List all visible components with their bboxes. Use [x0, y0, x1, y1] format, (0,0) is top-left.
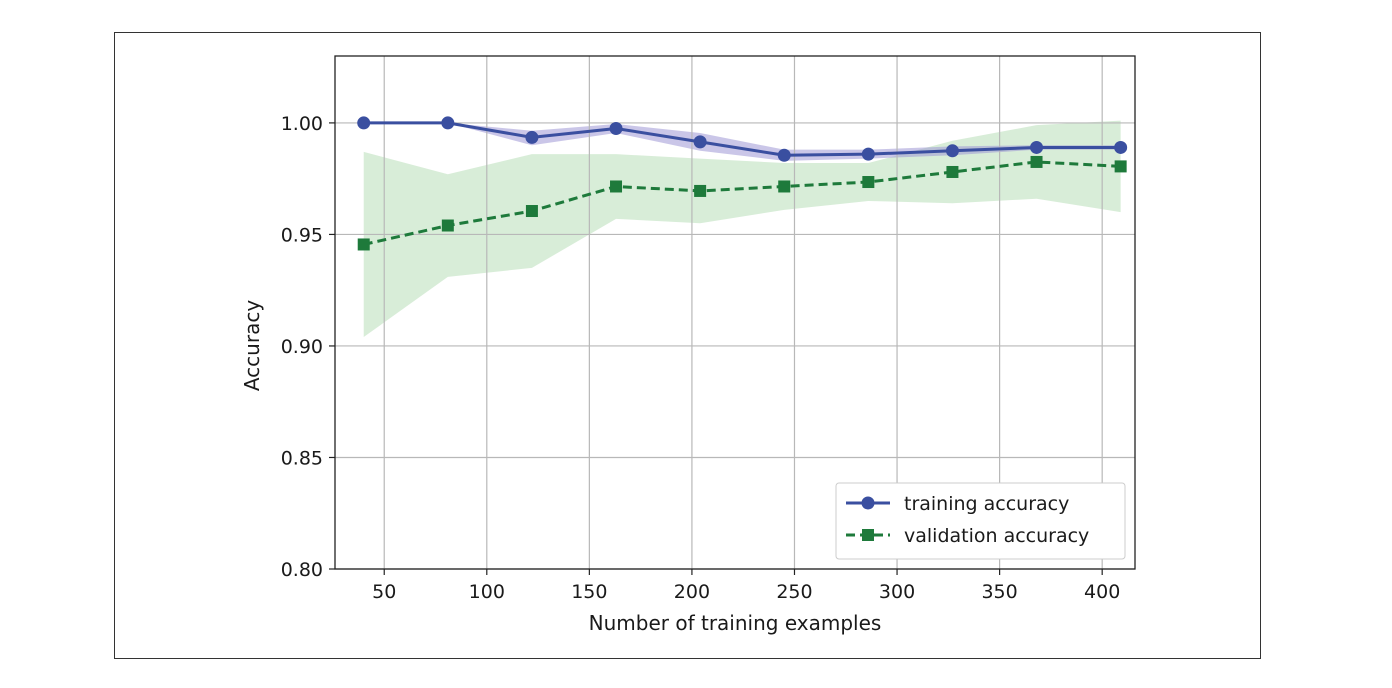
line-validation — [363, 160, 1121, 246]
x-tick-label: 350 — [981, 581, 1017, 603]
x-tick-label: 50 — [372, 581, 396, 603]
line-training — [363, 121, 1121, 157]
legend: training accuracy validation accuracy — [835, 482, 1126, 560]
legend-box — [835, 482, 1126, 560]
x-tick-label: 200 — [674, 581, 710, 603]
point-validation — [441, 219, 454, 232]
point-training — [441, 116, 455, 130]
legend-marker-training — [861, 496, 875, 510]
x-tick-label: 400 — [1084, 581, 1120, 603]
x-axis-label: Number of training examples — [589, 611, 882, 635]
y-tick-label: 0.80 — [281, 559, 323, 581]
x-tick-label: 300 — [879, 581, 915, 603]
series-lines — [363, 121, 1121, 246]
point-training — [609, 121, 623, 135]
point-validation — [694, 184, 707, 197]
point-validation — [1114, 160, 1127, 173]
point-training — [693, 135, 707, 149]
point-validation — [1030, 155, 1043, 168]
legend-label-training: training accuracy — [904, 493, 1069, 515]
point-validation — [610, 180, 623, 193]
point-training — [1114, 140, 1128, 154]
confidence-bands — [363, 120, 1121, 338]
y-tick-label: 0.90 — [281, 336, 323, 358]
learning-curve-chart: 50 100 150 200 250 300 350 400 0.80 0.85 0.90 0.95 1… — [240, 55, 1136, 635]
legend-marker-validation — [862, 529, 874, 541]
point-validation — [525, 205, 538, 218]
point-training — [861, 147, 875, 161]
y-tick-label: 0.85 — [281, 447, 323, 469]
legend-label-validation: validation accuracy — [904, 525, 1089, 547]
point-training — [525, 130, 539, 144]
point-training — [357, 116, 371, 130]
figure-frame: 50 100 150 200 250 300 350 400 0.80 0.85 0.90 0.95 1… — [114, 32, 1261, 659]
point-training — [777, 148, 791, 162]
point-validation — [862, 176, 875, 189]
point-training — [1030, 140, 1044, 154]
point-training — [945, 144, 959, 158]
point-validation — [946, 165, 959, 178]
y-axis-label: Accuracy — [240, 300, 264, 391]
x-tick-label: 250 — [776, 581, 812, 603]
point-validation — [357, 238, 370, 251]
axis-ticks: 50 100 150 200 250 300 350 400 0.80 0.85 0.90 0.95 1… — [281, 113, 1121, 603]
plot-area-border — [334, 55, 1136, 570]
point-validation — [778, 180, 791, 193]
y-tick-label: 1.00 — [281, 113, 323, 135]
x-tick-label: 150 — [571, 581, 607, 603]
x-tick-label: 100 — [469, 581, 505, 603]
y-tick-label: 0.95 — [281, 224, 323, 246]
series-markers — [357, 116, 1128, 251]
